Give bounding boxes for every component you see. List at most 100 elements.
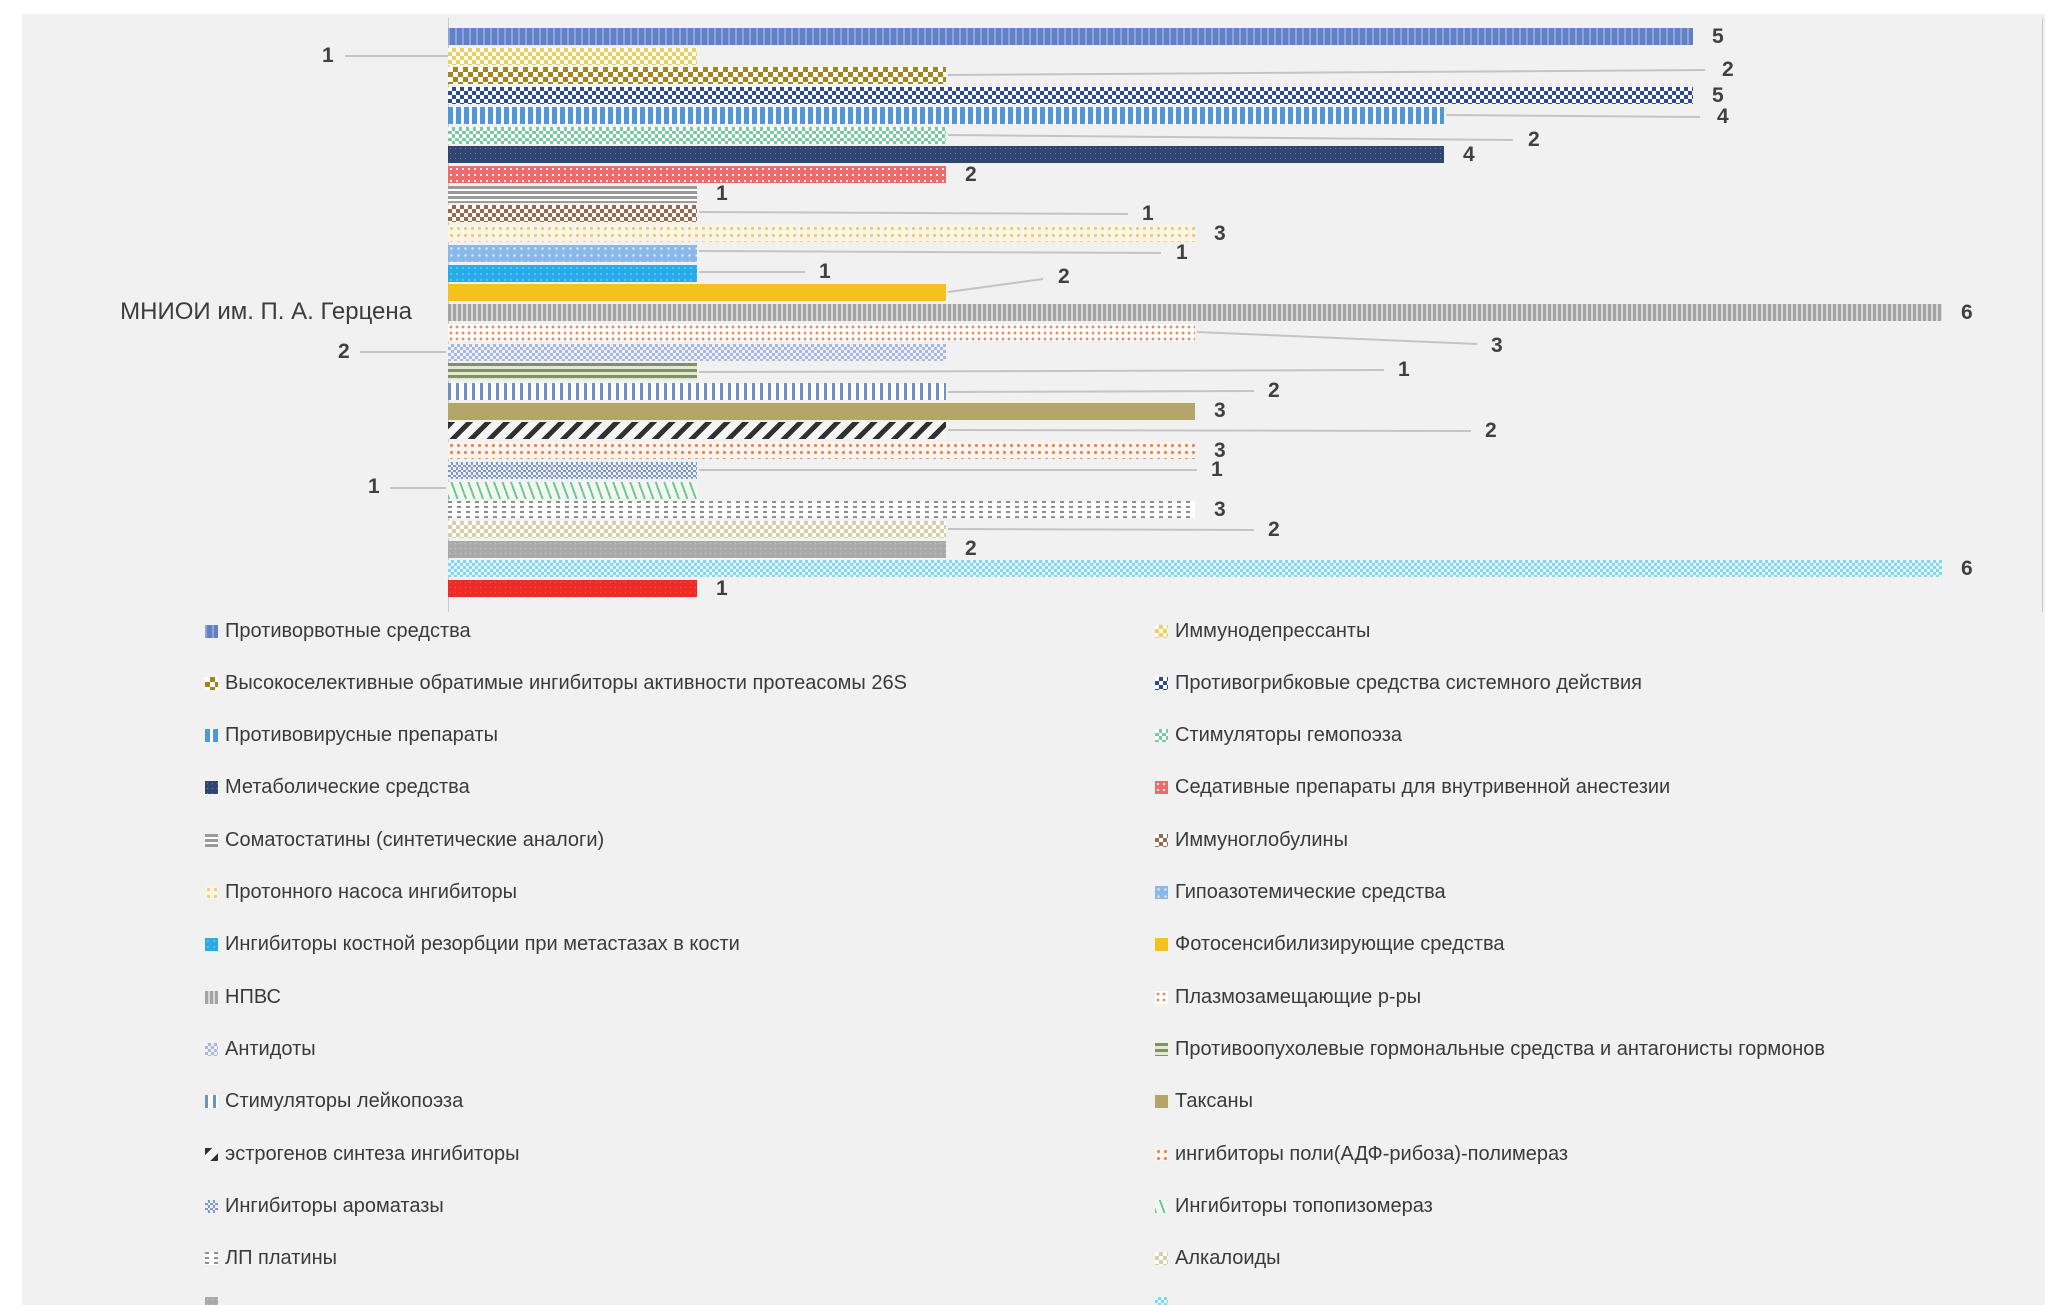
legend-swatch-icon	[205, 938, 218, 952]
data-label-series-6: 2	[1528, 128, 1540, 151]
legend-label: Стимуляторы гемопоэза	[1175, 724, 1403, 747]
legend-item-20: Таксаны	[1155, 1089, 1253, 1115]
legend-swatch-icon	[205, 990, 218, 1004]
data-label-series-7: 4	[1463, 142, 1475, 166]
legend-item-14: Фотосенсибилизирующие средства	[1155, 932, 1504, 958]
legend-swatch-icon	[205, 886, 218, 899]
legend-swatch-icon	[1155, 886, 1168, 899]
legend-label: ЛП платины	[225, 1247, 337, 1270]
data-label-series-15: 6	[1961, 300, 1973, 324]
legend-item-2: Иммунодепрессанты	[1155, 618, 1370, 644]
legend-swatch-icon	[1155, 1147, 1168, 1161]
bar-series-10	[448, 205, 697, 223]
legend-label: Высокоселективные обратимые ингибиторы а…	[225, 671, 907, 694]
bar-series-4	[448, 87, 1693, 105]
bar-series-1	[448, 28, 1693, 45]
legend-swatch-icon	[1155, 1095, 1168, 1109]
legend-swatch-icon	[205, 1199, 218, 1213]
data-label-series-28: 6	[1961, 556, 1973, 580]
data-label-series-29: 1	[716, 576, 728, 600]
data-label-series-24: 1	[368, 475, 380, 498]
legend-item-8: Седативные препараты для внутривенной ан…	[1155, 775, 1670, 801]
legend-swatch-icon	[205, 1252, 218, 1266]
data-label-series-5: 4	[1717, 105, 1729, 128]
legend-swatch-icon	[205, 1095, 218, 1109]
plot-right-border	[2042, 18, 2043, 612]
bar-series-28	[448, 560, 1942, 578]
data-label-series-12: 1	[1176, 241, 1188, 264]
legend-swatch-icon	[1155, 729, 1168, 743]
legend-swatch-icon	[205, 833, 218, 847]
legend-label: Противогрибковые средства системного дей…	[1175, 671, 1643, 694]
bar-series-15	[448, 304, 1942, 322]
legend-swatch-icon	[1155, 833, 1168, 847]
data-label-series-1: 5	[1712, 24, 1724, 48]
legend-item-26: Алкалоиды	[1155, 1246, 1281, 1272]
legend-label: Противоопухолевые гормональные средства …	[1175, 1037, 1825, 1060]
legend-label: Соматостатины (синтетические аналоги)	[225, 828, 605, 851]
bar-series-6	[448, 126, 946, 144]
data-label-series-11: 3	[1214, 221, 1226, 245]
legend-item-11: Протонного насоса ингибиторы	[205, 880, 517, 906]
legend-swatch-icon	[1155, 938, 1168, 952]
legend-swatch-icon	[1155, 1199, 1168, 1213]
legend-swatch-icon	[1155, 1252, 1168, 1266]
legend-swatch-cutoff-1	[205, 1297, 218, 1305]
data-label-series-10: 1	[1142, 202, 1154, 225]
legend-swatch-icon	[205, 624, 218, 638]
legend-item-1: Противорвотные средства	[205, 618, 471, 644]
legend-swatch-icon	[1155, 1042, 1168, 1056]
data-label-series-17: 2	[338, 340, 350, 363]
legend-item-16: Плазмозамещающие р-ры	[1155, 984, 1421, 1010]
legend-swatch-icon	[205, 1042, 218, 1056]
legend-label: ингибиторы поли(АДФ-рибоза)-полимераз	[1175, 1142, 1569, 1165]
bar-series-8	[448, 166, 946, 184]
legend-label: Стимуляторы лейкопоэза	[225, 1090, 464, 1113]
data-label-series-16: 3	[1491, 334, 1503, 357]
legend-item-15: НПВС	[205, 984, 281, 1010]
bar-series-14	[448, 284, 946, 302]
legend-swatch-cutoff-2	[1155, 1297, 1168, 1305]
bar-series-17	[448, 343, 946, 361]
legend-swatch-icon	[1155, 676, 1168, 690]
legend-swatch-icon	[1155, 990, 1168, 1004]
bar-series-18	[448, 363, 697, 381]
legend-item-3: Высокоселективные обратимые ингибиторы а…	[205, 670, 907, 696]
data-label-series-9: 1	[716, 182, 728, 206]
data-label-series-25: 3	[1214, 497, 1226, 521]
legend-item-18: Противоопухолевые гормональные средства …	[1155, 1036, 1825, 1062]
legend-label: Таксаны	[1175, 1090, 1253, 1113]
legend-item-22: ингибиторы поли(АДФ-рибоза)-полимераз	[1155, 1141, 1568, 1167]
legend-item-24: Ингибиторы топопизомераз	[1155, 1193, 1433, 1219]
data-label-series-26: 2	[1268, 518, 1280, 541]
bar-series-29	[448, 580, 697, 598]
legend-item-25: ЛП платины	[205, 1246, 337, 1272]
bar-series-13	[448, 264, 697, 282]
bar-series-2	[448, 47, 697, 65]
legend-swatch-icon	[205, 729, 218, 743]
legend-label: Фотосенсибилизирующие средства	[1175, 933, 1505, 956]
data-label-series-19: 2	[1268, 379, 1280, 402]
bar-series-24	[448, 481, 697, 499]
legend-swatch-icon	[1155, 781, 1168, 795]
bar-series-26	[448, 521, 946, 538]
legend-label: Противорвотные средства	[225, 619, 471, 642]
data-label-series-2: 1	[322, 44, 334, 67]
data-label-series-20: 3	[1214, 399, 1226, 423]
legend-label: Ингибиторы ароматазы	[225, 1194, 444, 1217]
legend-label: Протонного насоса ингибиторы	[225, 881, 518, 903]
legend-label: Алкалоиды	[1175, 1247, 1281, 1270]
bar-series-22	[448, 442, 1195, 460]
legend-swatch-icon	[205, 1147, 218, 1161]
bar-series-20	[448, 402, 1195, 420]
legend-item-10: Иммуноглобулины	[1155, 827, 1348, 853]
data-label-series-23: 1	[1211, 458, 1223, 481]
legend-label: Плазмозамещающие р-ры	[1175, 985, 1422, 1008]
legend-item-4: Противогрибковые средства системного дей…	[1155, 670, 1642, 696]
legend-item-12: Гипоазотемические средства	[1155, 880, 1446, 906]
data-label-series-27: 2	[965, 537, 977, 561]
bar-series-23	[448, 461, 697, 479]
legend-item-23: Ингибиторы ароматазы	[205, 1193, 444, 1219]
legend-item-21: эстрогенов синтеза ингибиторы	[205, 1141, 520, 1167]
